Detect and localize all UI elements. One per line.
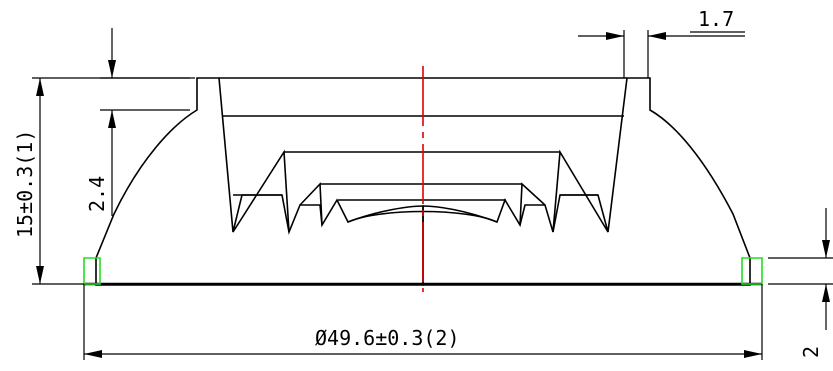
dim-flange-height: 2 bbox=[768, 208, 833, 358]
left-wall-section bbox=[95, 77, 424, 286]
inner-profile bbox=[219, 77, 627, 233]
left-flange-highlight bbox=[83, 257, 101, 285]
dim-step-height-label: 2.4 bbox=[85, 176, 109, 212]
dim-total-height-label: 15±0.3(1) bbox=[13, 130, 37, 238]
dim-flange-height-label: 2 bbox=[799, 346, 823, 358]
dim-total-height: 15±0.3(1) bbox=[13, 77, 195, 285]
dim-diameter: Ø49.6±0.3(2) bbox=[83, 284, 763, 360]
right-flange-highlight bbox=[741, 257, 763, 285]
dim-step-height: 2.4 bbox=[85, 28, 190, 216]
dim-top-wall-thickness: 1.7 bbox=[578, 7, 745, 78]
dim-top-wall-thickness-label: 1.7 bbox=[698, 7, 734, 31]
right-wall-section bbox=[422, 77, 751, 286]
dim-diameter-label: Ø49.6±0.3(2) bbox=[315, 326, 460, 350]
